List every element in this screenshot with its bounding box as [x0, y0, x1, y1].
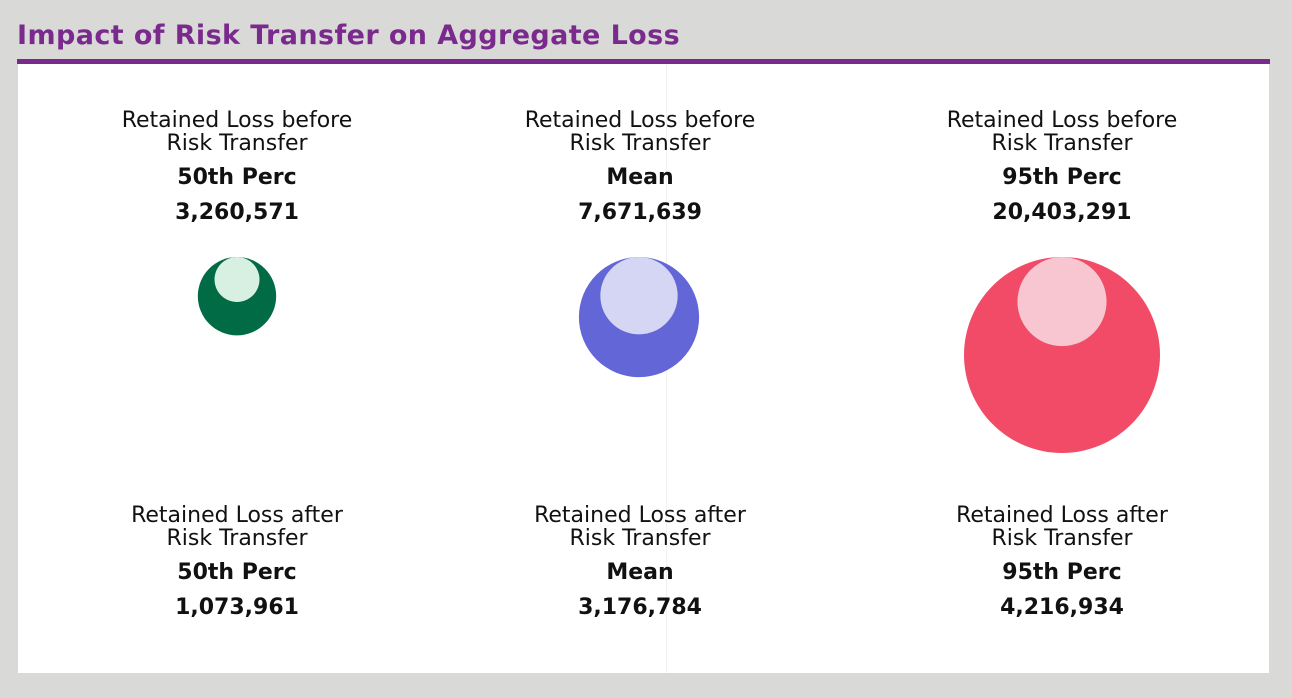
bubble-after-1	[600, 257, 678, 335]
before-value: 3,260,571	[175, 200, 299, 225]
after-metric: 50th Perc	[177, 560, 297, 585]
before-label-line2: Risk Transfer	[991, 131, 1133, 156]
before-label-line1: Retained Loss before	[524, 108, 756, 133]
before-stat-95th: Retained Loss before Risk Transfer 95th …	[892, 109, 1232, 225]
before-stat-50th: Retained Loss before Risk Transfer 50th …	[67, 109, 407, 225]
before-metric: 50th Perc	[177, 165, 297, 190]
after-stat-95th: Retained Loss after Risk Transfer 95th P…	[892, 504, 1232, 620]
before-value: 7,671,639	[578, 200, 702, 225]
before-label-line2: Risk Transfer	[166, 131, 308, 156]
page-title: Impact of Risk Transfer on Aggregate Los…	[17, 20, 681, 51]
after-label-line2: Risk Transfer	[166, 526, 308, 551]
after-value: 1,073,961	[175, 595, 299, 620]
after-label-line1: Retained Loss after	[131, 503, 343, 528]
before-label-line2: Risk Transfer	[569, 131, 711, 156]
before-stat-mean: Retained Loss before Risk Transfer Mean …	[470, 109, 810, 225]
after-label-line1: Retained Loss after	[956, 503, 1168, 528]
before-value: 20,403,291	[992, 200, 1132, 225]
before-label-line1: Retained Loss before	[946, 108, 1178, 133]
after-label-line2: Risk Transfer	[569, 526, 711, 551]
after-value: 4,216,934	[1000, 595, 1124, 620]
before-label-line1: Retained Loss before	[121, 108, 353, 133]
after-stat-mean: Retained Loss after Risk Transfer Mean 3…	[470, 504, 810, 620]
title-rule	[17, 59, 1270, 64]
after-label-line1: Retained Loss after	[534, 503, 746, 528]
after-metric: 95th Perc	[1002, 560, 1122, 585]
bubble-after-0	[214, 257, 260, 302]
after-label-line2: Risk Transfer	[991, 526, 1133, 551]
bubble-before-2	[964, 257, 1160, 453]
after-metric: Mean	[606, 560, 674, 585]
after-stat-50th: Retained Loss after Risk Transfer 50th P…	[67, 504, 407, 620]
after-value: 3,176,784	[578, 595, 702, 620]
before-metric: 95th Perc	[1002, 165, 1122, 190]
before-metric: Mean	[606, 165, 674, 190]
bubble-after-2	[1017, 257, 1107, 347]
